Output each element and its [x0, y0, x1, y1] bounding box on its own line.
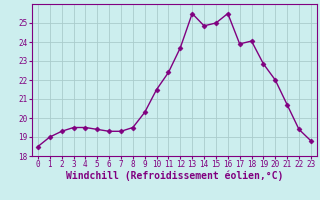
X-axis label: Windchill (Refroidissement éolien,°C): Windchill (Refroidissement éolien,°C) [66, 171, 283, 181]
